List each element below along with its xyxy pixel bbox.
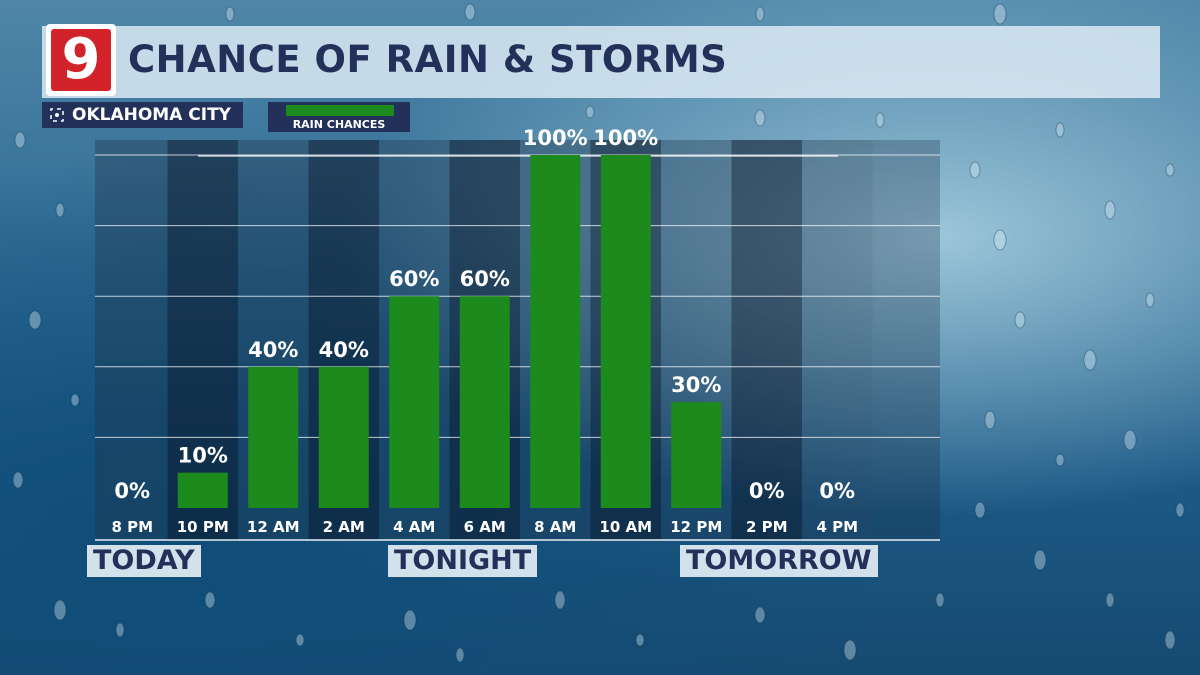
data-label: 100% bbox=[523, 126, 588, 150]
station-logo: 9 bbox=[46, 24, 116, 96]
data-label: 40% bbox=[248, 338, 298, 362]
section-label-tonight: TONIGHT bbox=[388, 545, 538, 577]
location-target-icon bbox=[50, 108, 64, 122]
column-band bbox=[802, 140, 873, 540]
data-label: 60% bbox=[389, 267, 439, 291]
bar-8-am bbox=[530, 155, 581, 508]
column-band bbox=[97, 140, 168, 540]
x-tick-label: 10 PM bbox=[177, 518, 229, 536]
section-label-today: TODAY bbox=[87, 545, 201, 577]
x-tick-label: 2 PM bbox=[746, 518, 788, 536]
column-band bbox=[731, 140, 802, 540]
x-tick-label: 8 AM bbox=[534, 518, 576, 536]
location-label: OKLAHOMA CITY bbox=[72, 105, 231, 125]
x-tick-label: 8 PM bbox=[111, 518, 153, 536]
bar-4-am bbox=[389, 296, 440, 508]
logo-nine: 9 bbox=[51, 29, 111, 91]
x-tick-label: 12 PM bbox=[670, 518, 722, 536]
data-label: 10% bbox=[178, 444, 228, 468]
title-bar bbox=[42, 26, 1160, 98]
data-label: 0% bbox=[114, 479, 150, 503]
bar-10-am bbox=[600, 155, 651, 508]
chart-title: CHANCE OF RAIN & STORMS bbox=[128, 38, 728, 81]
data-label: 0% bbox=[819, 479, 855, 503]
data-label: 60% bbox=[460, 267, 510, 291]
bar-6-am bbox=[459, 296, 510, 508]
plot-background bbox=[95, 140, 940, 540]
x-tick-label: 4 AM bbox=[393, 518, 435, 536]
legend: RAIN CHANCES bbox=[268, 102, 410, 132]
data-label: 100% bbox=[593, 126, 658, 150]
x-tick-label: 10 AM bbox=[599, 518, 652, 536]
data-label: 0% bbox=[749, 479, 785, 503]
bar-12-pm bbox=[671, 402, 722, 508]
bar-2-am bbox=[318, 366, 369, 508]
x-tick-label: 6 AM bbox=[464, 518, 506, 536]
location-badge: OKLAHOMA CITY bbox=[42, 102, 243, 128]
data-label: 30% bbox=[671, 373, 721, 397]
bar-10-pm bbox=[177, 472, 228, 508]
data-label: 40% bbox=[319, 338, 369, 362]
section-label-tomorrow: TOMORROW bbox=[680, 545, 878, 577]
bar-12-am bbox=[248, 366, 299, 508]
x-tick-label: 4 PM bbox=[816, 518, 858, 536]
legend-swatch bbox=[286, 105, 394, 116]
legend-label: RAIN CHANCES bbox=[292, 118, 386, 131]
x-tick-label: 12 AM bbox=[247, 518, 300, 536]
x-tick-label: 2 AM bbox=[323, 518, 365, 536]
